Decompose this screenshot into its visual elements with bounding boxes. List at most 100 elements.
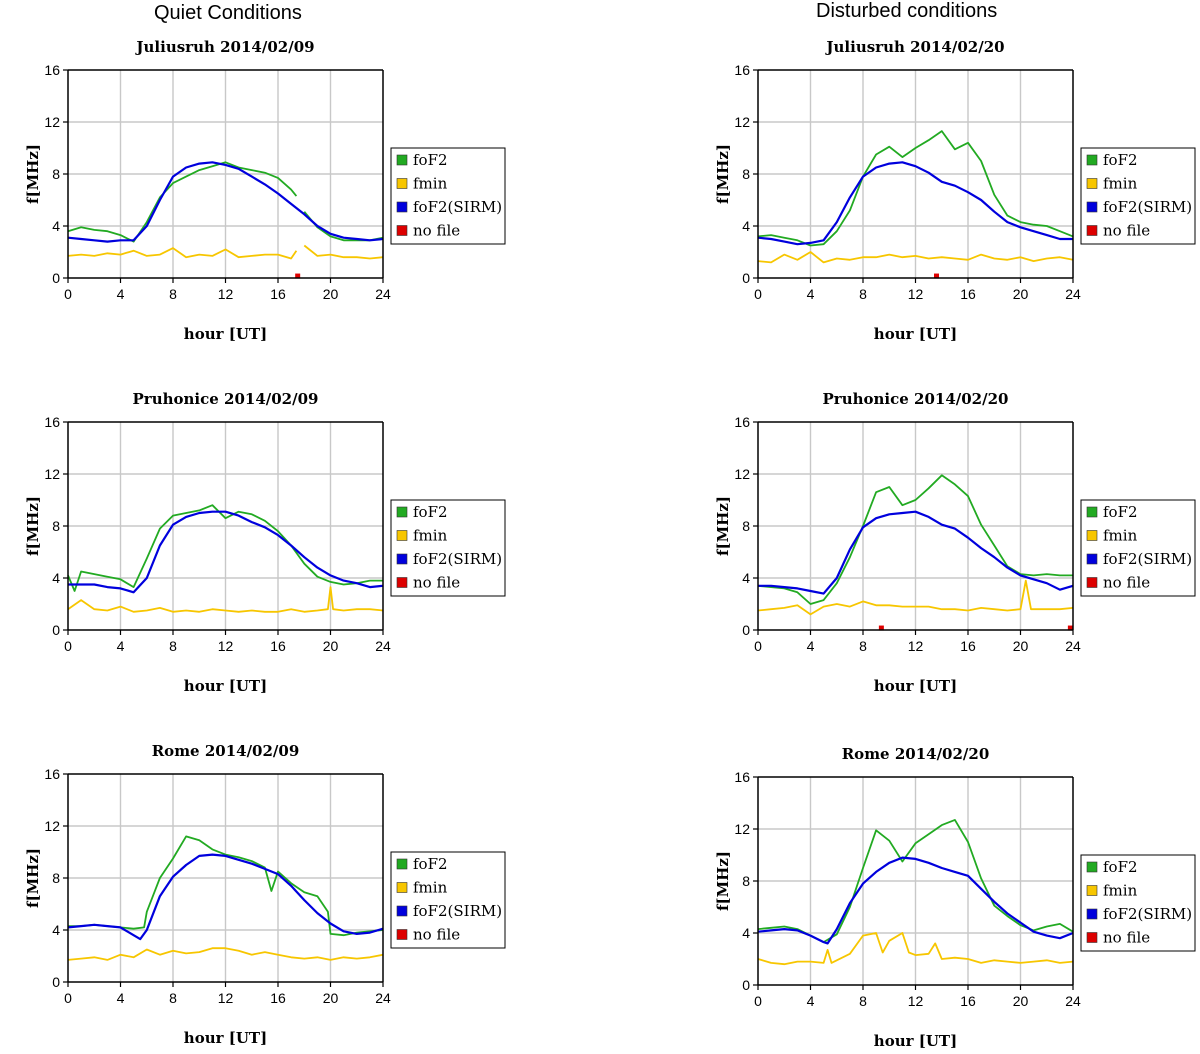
legend-swatch-sirm [1086, 553, 1098, 565]
legend-box [1080, 854, 1196, 952]
legend-label-nofile: no file [1103, 929, 1150, 947]
legend-swatch-sirm [1086, 908, 1098, 920]
legend-swatch-sirm [396, 905, 408, 917]
y-axis-label: f[MHz] [24, 496, 42, 556]
chart-panel-juliusruh-disturbed: Juliusruh 2014/02/20 0 4 8 12 16 20 24 0 4 8 12 16 ho… [680, 30, 1200, 355]
series-line-fmin [757, 251, 1074, 264]
chart-juliusruh-quiet: Juliusruh 2014/02/09 0 4 8 12 16 20 24 0 4 8 12 16 ho… [24, 38, 506, 343]
chart-pruhonice-disturbed: Pruhonice 2014/02/20 0 4 8 12 16 20 24 0 4 8 12 16 ho… [714, 390, 1196, 695]
chart-juliusruh-disturbed: Juliusruh 2014/02/20 0 4 8 12 16 20 24 0 4 8 12 16 ho… [714, 38, 1196, 343]
x-tick-label: 24 [1065, 638, 1081, 654]
y-axis-label: f[MHz] [714, 496, 732, 556]
chart-panel-pruhonice-quiet: Pruhonice 2014/02/09 0 4 8 12 16 20 24 0 4 8 12 16 ho… [0, 382, 520, 707]
y-tick-label: 12 [44, 818, 60, 834]
x-tick-label: 0 [754, 993, 762, 1009]
chart-title: Rome 2014/02/20 [842, 745, 990, 763]
x-tick-label: 16 [960, 993, 976, 1009]
y-tick-label: 0 [52, 974, 60, 990]
y-tick-label: 16 [734, 769, 750, 785]
y-tick-label: 8 [742, 518, 750, 534]
chart-title: Juliusruh 2014/02/20 [824, 38, 1004, 56]
x-tick-label: 8 [169, 638, 177, 654]
y-tick-label: 8 [742, 166, 750, 182]
legend-label-nofile: no file [413, 222, 460, 240]
legend-swatch-foF2 [1086, 861, 1098, 873]
x-tick-label: 20 [323, 990, 339, 1006]
chart-panel-rome-disturbed: Rome 2014/02/20 0 4 8 12 16 20 24 0 4 8 12 16 hour [U… [680, 737, 1200, 1054]
legend-label-sirm: foF2(SIRM) [1103, 198, 1192, 216]
legend-label-foF2: foF2 [1103, 151, 1138, 169]
x-tick-label: 12 [908, 286, 924, 302]
x-axis-label: hour [UT] [874, 1032, 957, 1049]
legend-label-fmin: fmin [413, 527, 448, 545]
legend-label-sirm: foF2(SIRM) [1103, 550, 1192, 568]
chart-title: Pruhonice 2014/02/09 [133, 390, 319, 408]
legend-swatch-fmin [396, 530, 408, 541]
legend-box [390, 147, 506, 245]
x-tick-label: 24 [1065, 993, 1081, 1009]
series-line-fof2-sirm- [757, 161, 1073, 246]
chart-title: Juliusruh 2014/02/09 [134, 38, 314, 56]
legend-swatch-sirm [1086, 201, 1098, 213]
series-line-fmin [67, 586, 384, 613]
legend-swatch-fmin [396, 178, 408, 189]
legend-swatch-foF2 [1086, 506, 1098, 518]
x-tick-label: 20 [323, 286, 339, 302]
y-tick-label: 4 [52, 922, 60, 938]
x-tick-label: 20 [323, 638, 339, 654]
legend-swatch-foF2 [396, 506, 408, 518]
x-tick-label: 8 [169, 990, 177, 1006]
y-tick-label: 16 [734, 62, 750, 78]
column-title-quiet: Quiet Conditions [154, 2, 302, 24]
legend-label-sirm: foF2(SIRM) [413, 902, 502, 920]
legend-swatch-fmin [1086, 885, 1098, 896]
y-tick-label: 16 [44, 62, 60, 78]
x-tick-label: 20 [1013, 993, 1029, 1009]
y-tick-label: 0 [52, 270, 60, 286]
legend-label-sirm: foF2(SIRM) [413, 198, 502, 216]
legend-label-sirm: foF2(SIRM) [1103, 905, 1192, 923]
legend-swatch-foF2 [396, 154, 408, 166]
no-file-marker [1067, 625, 1073, 631]
x-tick-label: 0 [64, 638, 72, 654]
legend-label-foF2: foF2 [413, 503, 448, 521]
y-tick-label: 4 [742, 218, 750, 234]
y-tick-label: 12 [44, 466, 60, 482]
legend-swatch-sirm [396, 553, 408, 565]
y-tick-label: 0 [52, 622, 60, 638]
legend-label-nofile: no file [1103, 222, 1150, 240]
no-file-marker [934, 273, 939, 279]
legend-swatch-foF2 [396, 858, 408, 870]
y-axis-label: f[MHz] [714, 144, 732, 204]
legend-swatch-foF2 [1086, 154, 1098, 166]
y-tick-label: 8 [52, 166, 60, 182]
series-line-fof2-sirm- [757, 856, 1074, 945]
x-tick-label: 0 [754, 286, 762, 302]
series-line-fof2-sirm- [67, 161, 384, 243]
series-line-fof2 [757, 474, 1073, 605]
legend-label-nofile: no file [1103, 574, 1150, 592]
chart-pruhonice-quiet: Pruhonice 2014/02/09 0 4 8 12 16 20 24 0 4 8 12 16 ho… [24, 390, 506, 695]
x-tick-label: 0 [64, 286, 72, 302]
chart-panel-pruhonice-disturbed: Pruhonice 2014/02/20 0 4 8 12 16 20 24 0 4 8 12 16 ho… [680, 382, 1200, 707]
x-tick-label: 20 [1013, 638, 1029, 654]
x-tick-label: 16 [270, 638, 286, 654]
x-tick-label: 16 [270, 990, 286, 1006]
chart-panel-rome-quiet: Rome 2014/02/09 0 4 8 12 16 20 24 0 4 8 12 16 hour [U… [0, 734, 520, 1054]
series-line-fmin [67, 947, 384, 961]
x-tick-label: 0 [754, 638, 762, 654]
y-tick-label: 16 [734, 414, 750, 430]
chart-rome-disturbed: Rome 2014/02/20 0 4 8 12 16 20 24 0 4 8 12 16 hour [U… [714, 745, 1196, 1050]
y-tick-label: 0 [742, 622, 750, 638]
y-tick-label: 12 [734, 114, 750, 130]
y-tick-label: 8 [52, 518, 60, 534]
x-axis-label: hour [UT] [874, 325, 957, 343]
series-line-fmin [757, 932, 1074, 966]
legend-label-fmin: fmin [1103, 175, 1138, 193]
legend-label-fmin: fmin [1103, 527, 1138, 545]
x-tick-label: 12 [218, 990, 234, 1006]
legend-swatch-nofile [396, 225, 408, 236]
legend-label-nofile: no file [413, 574, 460, 592]
legend-label-foF2: foF2 [1103, 503, 1138, 521]
legend-box [390, 851, 506, 949]
